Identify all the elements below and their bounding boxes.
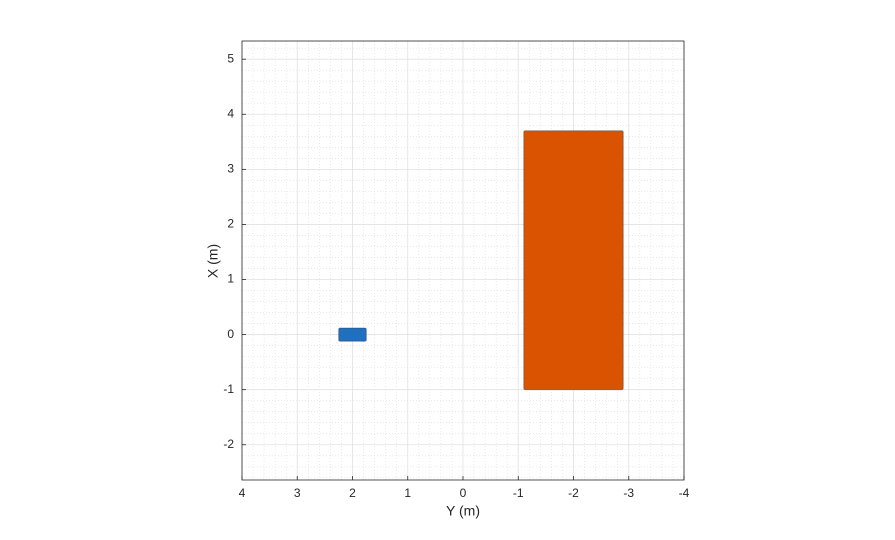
- y-tick-label: 3: [227, 162, 234, 176]
- y-tick-label: 0: [227, 327, 234, 341]
- marks: [338, 130, 624, 391]
- y-tick-label: 2: [227, 217, 234, 231]
- x-tick-label: -2: [568, 486, 579, 500]
- x-tick-label: 3: [294, 486, 301, 500]
- x-tick-label: -4: [679, 486, 690, 500]
- axes-box: [241, 40, 685, 481]
- x-axis-label: Y (m): [446, 503, 480, 519]
- x-tick-label: 4: [239, 486, 246, 500]
- y-tick-label: 1: [227, 272, 234, 286]
- x-tick-label: 1: [404, 486, 411, 500]
- y-tick-label: 5: [227, 51, 234, 65]
- axes: 4 3 2 1 0 -1 -2 -3 -4 -2 -1 0 1 2 3 4 5: [223, 40, 690, 500]
- y-tick-label: -2: [223, 437, 234, 451]
- x-tick-label: 2: [349, 486, 356, 500]
- x-tick-label: -3: [623, 486, 634, 500]
- x-tick-label: -1: [513, 486, 524, 500]
- y-tick-label: -1: [223, 382, 234, 396]
- y-tick-label: 4: [227, 106, 234, 120]
- y-axis-label: X (m): [205, 244, 221, 278]
- patch: [523, 130, 624, 391]
- patch: [338, 327, 367, 342]
- x-tick-label: 0: [460, 486, 467, 500]
